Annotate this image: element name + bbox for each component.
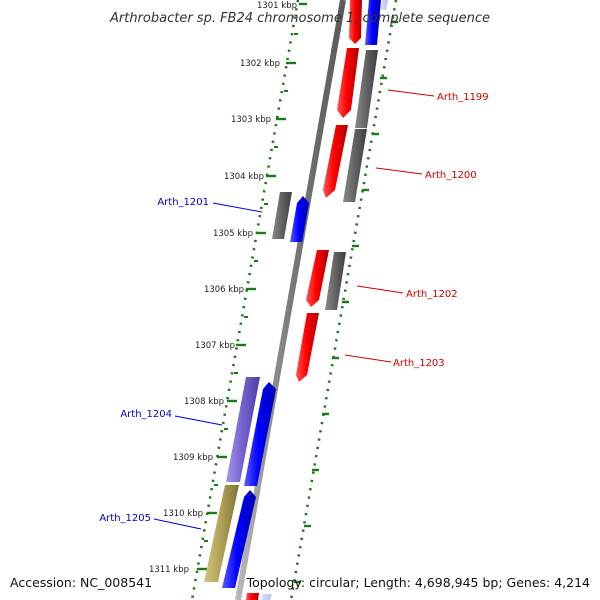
gene-gray-2[interactable] <box>343 129 367 202</box>
chromosome-backbone <box>235 0 346 600</box>
map-title: Arthrobacter sp. FB24 chromosome 1, comp… <box>109 11 490 26</box>
gene-gray-4[interactable] <box>272 192 292 239</box>
gene-faint-top[interactable] <box>380 0 388 10</box>
gene-red-arth1199a[interactable] <box>337 48 359 118</box>
left-dotted-track <box>190 0 300 600</box>
gene-red-arth1203[interactable] <box>296 313 319 382</box>
gene-label-arth1200[interactable]: Arth_1200 <box>425 170 477 181</box>
gene-blue-top[interactable] <box>365 0 381 45</box>
gene-red-arth1202[interactable] <box>306 250 329 307</box>
kbp-label-1301: 1301 kbp <box>257 1 297 11</box>
gene-label-arth1204[interactable]: Arth_1204 <box>120 409 172 420</box>
gene-red-arth1200[interactable] <box>323 125 348 198</box>
kbp-label-1302: 1302 kbp <box>240 59 280 69</box>
gene-purple-arth1204[interactable] <box>226 377 260 482</box>
right-track-ticks <box>294 20 398 584</box>
gene-olive-arth1205[interactable] <box>204 485 239 582</box>
leader-arth1201 <box>212 202 263 213</box>
gene-blue-arth1201[interactable] <box>290 196 309 242</box>
leader-arth1205 <box>153 518 202 530</box>
leader-arth1199 <box>387 89 435 97</box>
kbp-label-1303: 1303 kbp <box>231 115 271 125</box>
kbp-label-1309: 1309 kbp <box>173 453 213 463</box>
gene-label-arth1199[interactable]: Arth_1199 <box>437 92 489 103</box>
right-dotted-track <box>289 0 398 600</box>
gene-label-arth1205[interactable]: Arth_1205 <box>99 513 151 524</box>
kbp-label-1311: 1311 kbp <box>149 565 189 575</box>
kbp-label-1307: 1307 kbp <box>195 341 235 351</box>
leader-arth1202 <box>356 285 404 294</box>
gene-blue-arth1205[interactable] <box>222 490 256 588</box>
gene-blue-arth1204[interactable] <box>244 382 276 486</box>
kbp-label-1306: 1306 kbp <box>204 285 244 295</box>
gene-gray-1[interactable] <box>355 50 378 128</box>
gene-label-arth1203[interactable]: Arth_1203 <box>393 358 445 369</box>
leader-arth1203 <box>344 354 392 363</box>
kbp-label-1308: 1308 kbp <box>184 397 224 407</box>
kbp-label-1305: 1305 kbp <box>213 229 253 239</box>
gene-faint-bottom[interactable] <box>261 594 272 600</box>
gene-red-bottom[interactable] <box>246 593 259 600</box>
kbp-label-1304: 1304 kbp <box>224 172 264 182</box>
gene-red-top[interactable] <box>349 0 362 44</box>
gene-label-arth1202[interactable]: Arth_1202 <box>406 289 458 300</box>
kbp-label-1310: 1310 kbp <box>163 509 203 519</box>
gene-gray-3[interactable] <box>325 252 346 310</box>
accession-text: Accession: NC_008541 <box>10 575 152 590</box>
left-minor-ticks <box>204 33 298 542</box>
topology-summary: Topology: circular; Length: 4,698,945 bp… <box>246 575 590 590</box>
leader-arth1204 <box>174 415 223 426</box>
leader-arth1200 <box>375 167 423 175</box>
gene-label-arth1201[interactable]: Arth_1201 <box>157 197 209 208</box>
